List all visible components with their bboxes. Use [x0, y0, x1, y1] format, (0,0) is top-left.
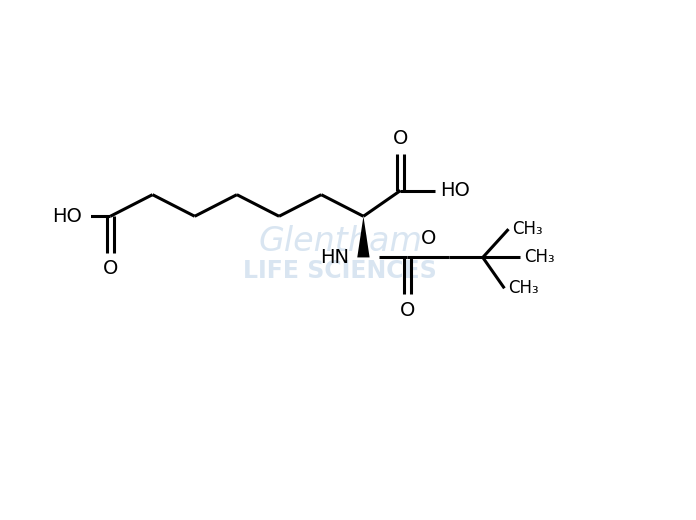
Text: HO: HO — [441, 181, 470, 200]
Polygon shape — [357, 216, 370, 257]
Text: Glentham: Glentham — [258, 226, 422, 258]
Text: CH₃: CH₃ — [524, 249, 555, 266]
Text: O: O — [393, 129, 408, 148]
Text: O: O — [102, 259, 118, 279]
Text: O: O — [420, 229, 436, 248]
Text: CH₃: CH₃ — [509, 279, 539, 297]
Text: LIFE SCIENCES: LIFE SCIENCES — [244, 259, 437, 283]
Text: HO: HO — [52, 207, 82, 226]
Text: HN: HN — [320, 248, 349, 267]
Text: O: O — [400, 301, 415, 320]
Text: CH₃: CH₃ — [513, 220, 544, 238]
